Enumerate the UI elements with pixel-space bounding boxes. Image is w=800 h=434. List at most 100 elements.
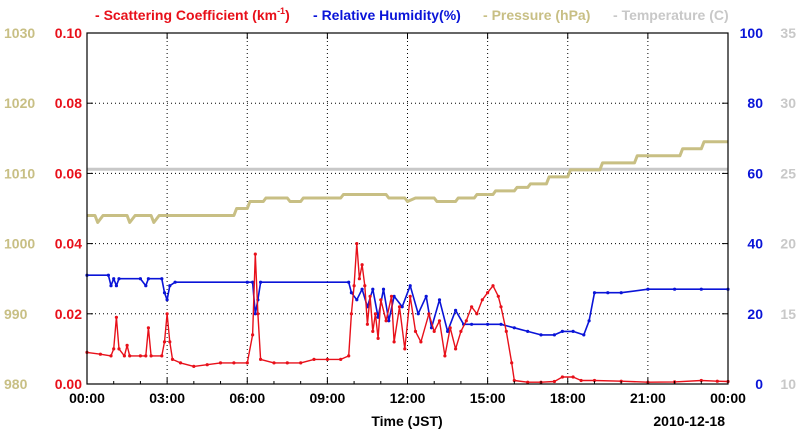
humidity-tick-label: 20 — [747, 306, 763, 322]
data-point-scattering-coefficient — [363, 284, 367, 288]
humidity-axis-labels: 100 80 60 40 20 0 — [740, 25, 764, 392]
legend-scattering: - Scattering Coefficient (km-1) — [95, 6, 290, 23]
x-tick-label: 00:00 — [69, 390, 105, 406]
data-point-relative-humidity — [381, 287, 386, 291]
data-point-scattering-coefficient — [475, 312, 479, 316]
data-point-scattering-coefficient — [339, 357, 343, 361]
legend-pressure-name: Pressure (hPa) — [492, 7, 591, 23]
data-point-relative-humidity — [371, 287, 375, 291]
data-point-scattering-coefficient — [168, 340, 172, 344]
data-point-scattering-coefficient — [245, 361, 249, 365]
data-point-scattering-coefficient — [360, 263, 364, 267]
data-point-scattering-coefficient — [373, 312, 377, 316]
data-point-scattering-coefficient — [355, 242, 359, 246]
data-point-scattering-coefficient — [419, 340, 423, 344]
data-point-scattering-coefficient — [552, 379, 557, 384]
humidity-tick-label: 40 — [747, 236, 763, 252]
data-point-relative-humidity — [582, 333, 586, 337]
data-point-relative-humidity — [606, 291, 610, 295]
data-point-relative-humidity — [355, 298, 359, 302]
data-point-scattering-coefficient — [368, 294, 372, 298]
data-point-relative-humidity — [560, 329, 565, 333]
data-point-scattering-coefficient — [251, 333, 255, 337]
data-point-relative-humidity — [146, 277, 150, 281]
data-point-scattering-coefficient — [403, 347, 407, 351]
data-point-relative-humidity — [251, 280, 255, 284]
data-point-scattering-coefficient — [165, 312, 169, 316]
humidity-tick-label: 100 — [740, 25, 764, 41]
data-point-scattering-coefficient — [256, 312, 260, 316]
data-point-scattering-coefficient — [512, 378, 516, 383]
scattering-tick-label: 0.04 — [55, 236, 82, 252]
legend-temperature-name: Temperature (C) — [622, 7, 729, 23]
data-point-scattering-coefficient — [357, 277, 361, 281]
data-point-relative-humidity — [114, 284, 118, 288]
data-point-relative-humidity — [446, 329, 450, 333]
data-point-scattering-coefficient — [112, 347, 116, 351]
data-point-scattering-coefficient — [312, 357, 316, 361]
data-point-scattering-coefficient — [347, 354, 351, 358]
data-point-scattering-coefficient — [259, 357, 263, 361]
data-point-scattering-coefficient — [397, 305, 402, 309]
x-tick-label: 09:00 — [309, 390, 345, 406]
data-point-scattering-coefficient — [272, 361, 276, 365]
data-point-scattering-coefficient — [192, 364, 196, 368]
data-point-scattering-coefficient — [389, 294, 394, 298]
data-point-scattering-coefficient — [579, 378, 583, 383]
data-point-scattering-coefficient — [427, 312, 431, 316]
data-point-relative-humidity — [160, 277, 164, 281]
data-point-scattering-coefficient — [232, 361, 236, 365]
x-tick-label: 03:00 — [149, 390, 185, 406]
pressure-tick-label: 980 — [4, 376, 28, 392]
pressure-tick-label: 1020 — [4, 95, 35, 111]
legend-temperature: - Temperature (C) — [613, 7, 729, 23]
x-tick-label: 18:00 — [550, 390, 586, 406]
data-point-relative-humidity — [162, 291, 167, 295]
data-point-scattering-coefficient — [253, 252, 257, 256]
data-point-relative-humidity — [539, 333, 543, 337]
data-point-relative-humidity — [360, 287, 364, 291]
legend-humidity: - Relative Humidity(%) — [313, 7, 461, 23]
data-point-scattering-coefficient — [109, 354, 113, 358]
humidity-tick-label: 80 — [747, 95, 763, 111]
data-point-scattering-coefficient — [715, 379, 719, 383]
data-point-scattering-coefficient — [205, 363, 209, 367]
temperature-axis-labels: 35 30 25 20 15 10 — [780, 25, 796, 392]
data-point-scattering-coefficient — [491, 284, 495, 288]
data-point-scattering-coefficient — [379, 298, 383, 302]
data-point-relative-humidity — [454, 308, 458, 312]
x-tick-label: 15:00 — [470, 390, 506, 406]
data-point-scattering-coefficient — [443, 354, 447, 358]
data-point-scattering-coefficient — [499, 305, 503, 309]
data-point-relative-humidity — [106, 273, 110, 277]
x-tick-label: 21:00 — [630, 390, 666, 406]
data-point-relative-humidity — [168, 284, 172, 288]
data-point-scattering-coefficient — [170, 357, 175, 361]
data-point-relative-humidity — [144, 284, 148, 288]
scattering-axis-labels: 0.10 0.08 0.06 0.04 0.02 0.00 — [55, 25, 82, 392]
data-point-scattering-coefficient — [325, 357, 329, 361]
data-point-scattering-coefficient — [218, 361, 223, 365]
pressure-axis-labels: 1030 1020 1010 1000 990 980 — [4, 25, 35, 392]
data-point-relative-humidity — [138, 277, 142, 281]
x-tick-label: 12:00 — [390, 390, 426, 406]
data-point-relative-humidity — [253, 312, 257, 316]
data-point-scattering-coefficient — [299, 361, 303, 365]
data-point-scattering-coefficient — [592, 378, 597, 383]
temperature-tick-label: 25 — [780, 165, 796, 181]
data-point-scattering-coefficient — [448, 326, 452, 330]
data-point-relative-humidity — [592, 291, 597, 295]
data-point-relative-humidity — [499, 322, 503, 326]
data-point-scattering-coefficient — [349, 312, 353, 316]
temperature-tick-label: 35 — [780, 25, 796, 41]
legend-pressure: - Pressure (hPa) — [483, 7, 590, 23]
data-point-scattering-coefficient — [365, 322, 369, 326]
data-point-scattering-coefficient — [128, 354, 132, 358]
scattering-tick-label: 0.10 — [55, 25, 82, 41]
data-point-scattering-coefficient — [160, 354, 164, 358]
data-point-relative-humidity — [646, 287, 650, 291]
data-point-scattering-coefficient — [117, 347, 121, 351]
data-point-scattering-coefficient — [146, 326, 150, 330]
series-line-relative-humidity — [87, 274, 728, 336]
data-point-scattering-coefficient — [384, 319, 388, 323]
